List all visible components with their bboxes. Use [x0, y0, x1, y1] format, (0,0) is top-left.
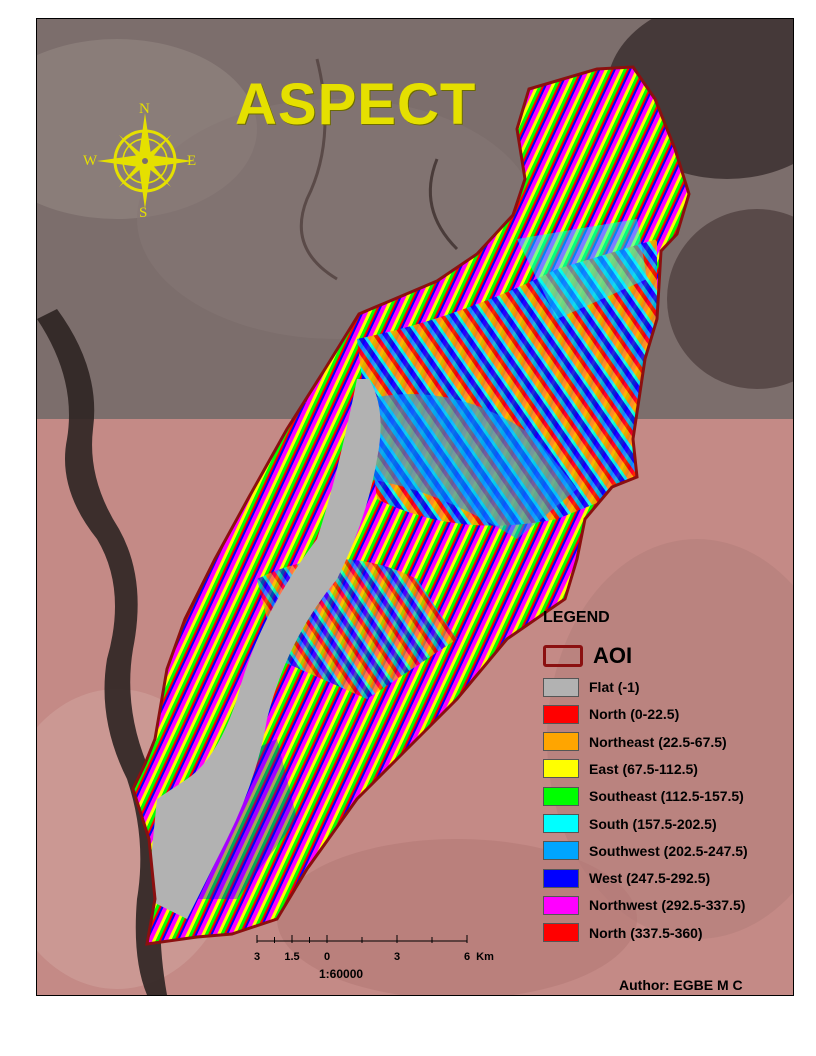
- legend-item: North (0-22.5): [543, 702, 679, 726]
- legend-swatch: [543, 759, 579, 779]
- scale-tick-label: 3: [393, 951, 401, 963]
- scale-bar: 3 1.5 0 3 6 Km 1:60000: [247, 931, 494, 981]
- compass-south-label: S: [139, 205, 148, 221]
- legend-item: Flat (-1): [543, 675, 640, 699]
- legend-aoi-swatch: [543, 645, 583, 667]
- legend-swatch: [543, 868, 579, 888]
- scale-unit-label: Km: [476, 951, 494, 963]
- legend-swatch: [543, 704, 579, 724]
- scale-tick-label: 0: [323, 951, 331, 963]
- legend-label: Southwest (202.5-247.5): [589, 842, 748, 859]
- legend-item: Southwest (202.5-247.5): [543, 839, 748, 863]
- legend-item: West (247.5-292.5): [543, 866, 710, 890]
- compass-rose-icon: [97, 113, 193, 209]
- legend-label: Northwest (292.5-337.5): [589, 897, 746, 914]
- compass-north-label: N: [139, 101, 150, 117]
- legend-item: South (157.5-202.5): [543, 812, 717, 836]
- legend-label: Flat (-1): [589, 679, 640, 695]
- legend-item: North (337.5-360): [543, 921, 703, 945]
- legend-swatch: [543, 786, 579, 806]
- scale-tick-label: 1.5: [284, 951, 300, 963]
- compass-west-label: W: [83, 153, 98, 169]
- author-credit: Author: EGBE M C: [619, 977, 743, 993]
- legend-swatch: [543, 732, 579, 752]
- map-title: ASPECT: [235, 72, 477, 137]
- scale-tick-label: 6: [463, 951, 471, 963]
- legend-swatch: [543, 841, 579, 861]
- legend-label: Southeast (112.5-157.5): [589, 788, 744, 805]
- legend-title: LEGEND: [543, 609, 610, 626]
- map-canvas: [37, 19, 793, 995]
- compass-east-label: E: [187, 153, 197, 169]
- legend-label: Northeast (22.5-67.5): [589, 733, 727, 750]
- legend-item: Northwest (292.5-337.5): [543, 893, 745, 917]
- legend-swatch: [543, 923, 579, 943]
- legend-swatch: [543, 677, 579, 697]
- legend-label: East (67.5-112.5): [589, 760, 698, 777]
- legend-aoi-row: AOI: [543, 643, 632, 669]
- legend-label: North (337.5-360): [589, 924, 703, 941]
- legend-label: West (247.5-292.5): [589, 870, 711, 887]
- scale-tick-label: 3: [253, 951, 261, 963]
- legend-swatch: [543, 814, 579, 833]
- scale-bar-graphic: [256, 935, 468, 943]
- legend-item: East (67.5-112.5): [543, 757, 698, 781]
- aoi-boundary: [131, 65, 691, 946]
- scale-ratio: 1:60000: [319, 967, 364, 981]
- legend-swatch: [543, 895, 579, 915]
- legend-label: North (0-22.5): [589, 706, 680, 723]
- legend-label: South (157.5-202.5): [589, 815, 717, 832]
- map-frame: ASPECT N S E W LEGEND AOI Flat (-1) North…: [36, 18, 794, 996]
- legend-item: Southeast (112.5-157.5): [543, 784, 744, 808]
- legend-item: Northeast (22.5-67.5): [543, 730, 727, 754]
- legend-aoi-label: AOI: [593, 643, 633, 668]
